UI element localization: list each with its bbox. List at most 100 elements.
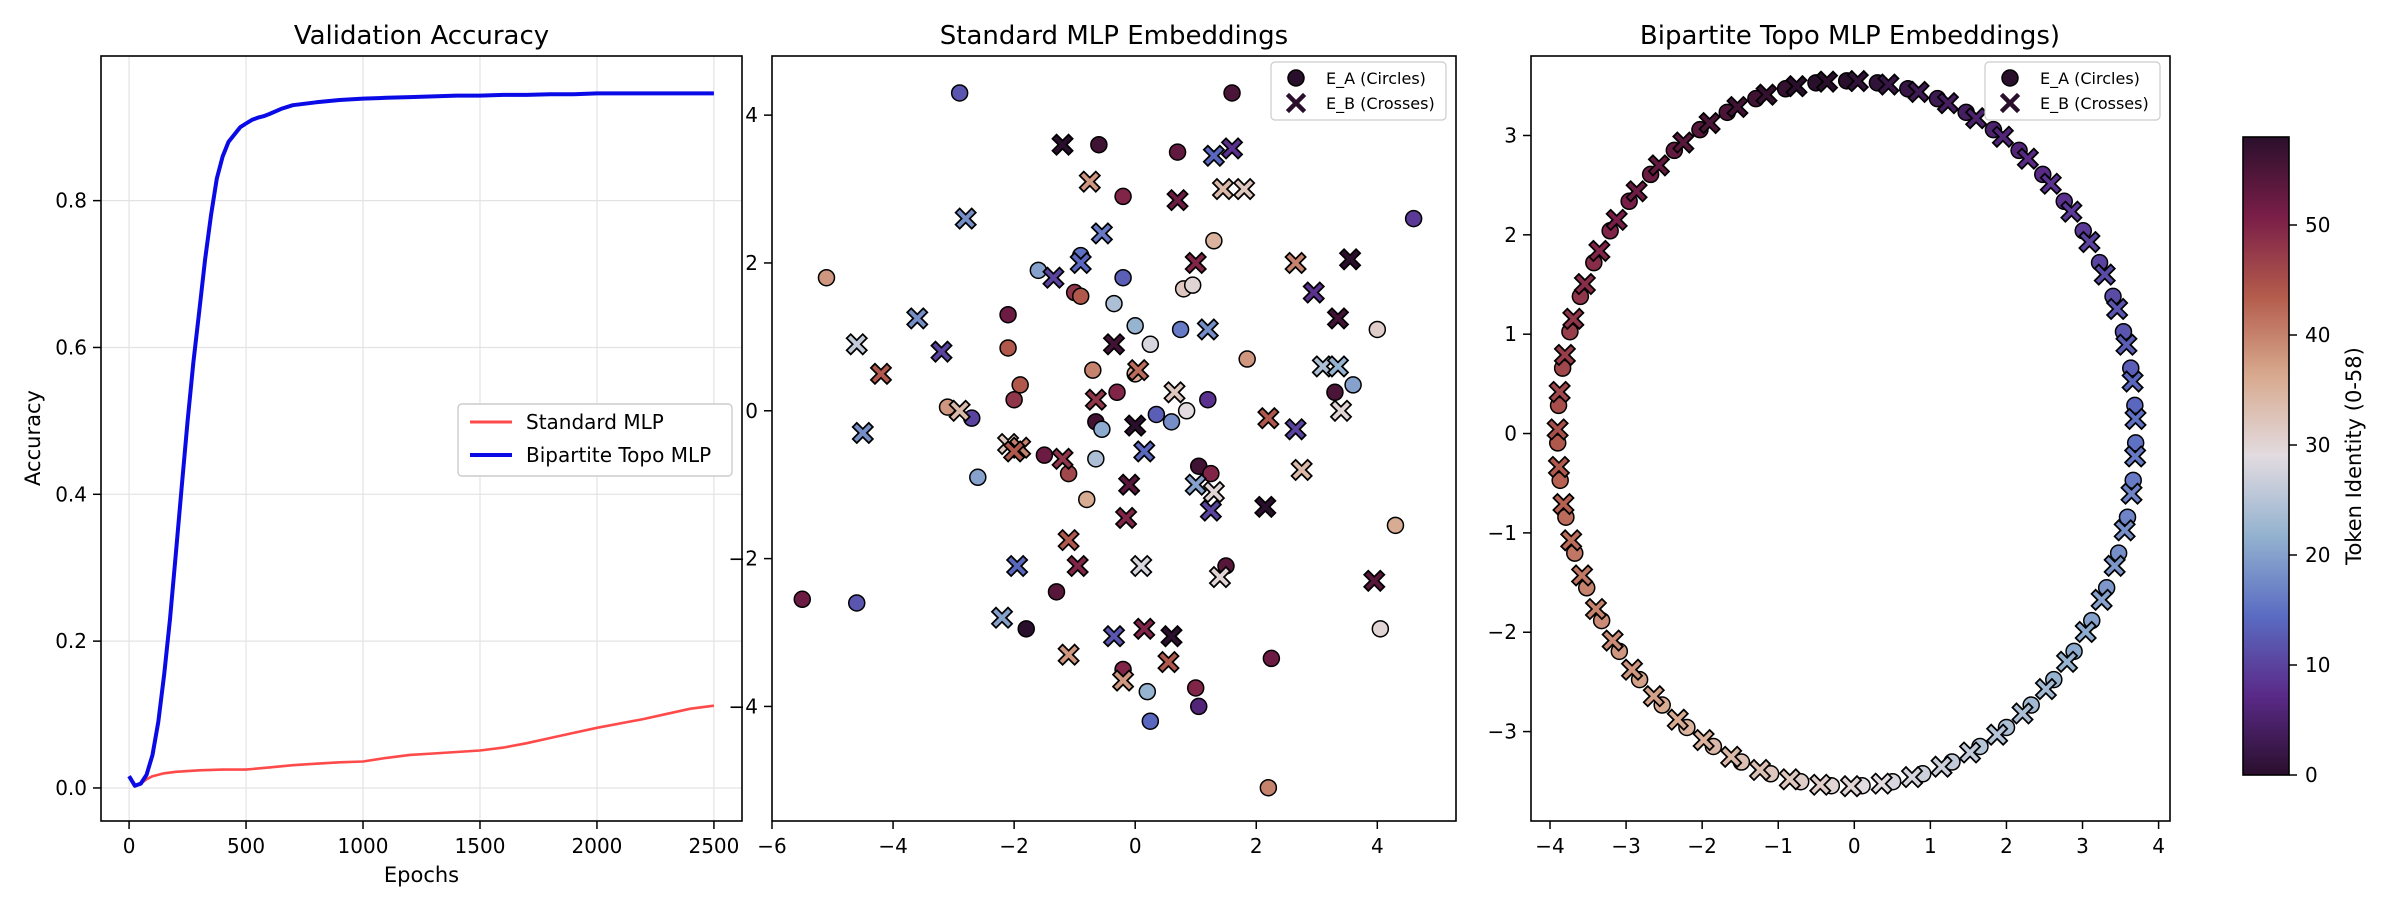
bipartite-embeddings-chart: −4 −3 −2 −1 0 1 2 3 4 −3 −2 −1 0 1 2 3 Bipartite Topo … <box>1488 21 2171 858</box>
embedding-cross-point <box>1005 554 1029 578</box>
embedding-circle-point <box>1087 450 1105 468</box>
embedding-cross-point <box>1785 74 1808 98</box>
y-tick-label: 0.4 <box>55 482 87 506</box>
embedding-cross-point <box>1748 758 1772 782</box>
y-tick-label: 2 <box>745 251 758 275</box>
cross-fill <box>1105 335 1123 354</box>
cross-fill <box>1674 133 1693 152</box>
embedding-circle-point <box>817 268 836 287</box>
embedding-circle-point <box>1093 420 1111 439</box>
cross-fill <box>1093 224 1111 243</box>
cross-fill <box>1554 495 1573 513</box>
embedding-cross-point <box>1329 399 1353 423</box>
x-tick-label: 1000 <box>338 834 389 858</box>
cross-fill <box>1842 777 1860 796</box>
embedding-cross-point <box>1562 307 1585 331</box>
embedding-cross-point <box>1302 281 1326 304</box>
cross-fill <box>1650 156 1668 175</box>
cross-fill <box>1341 250 1359 269</box>
legend-circle-marker <box>2001 69 2019 87</box>
embedding-circle-point <box>1368 320 1387 339</box>
accuracy-x-ticks: 0 500 1000 1500 2000 2500 <box>123 821 739 858</box>
legend-cross-marker <box>1999 92 2021 114</box>
embedding-cross-point <box>2055 650 2079 674</box>
embedding-cross-point <box>2113 519 2136 542</box>
embedding-circle-point <box>1017 620 1035 638</box>
cross-fill <box>1105 627 1123 646</box>
cross-fill <box>1087 390 1105 409</box>
embedding-circle-point <box>1259 778 1278 797</box>
legend-crosses-label: E_B (Crosses) <box>2040 94 2149 114</box>
embedding-circle-point <box>1177 402 1196 420</box>
accuracy-legend: Standard MLP Bipartite Topo MLP <box>457 403 733 477</box>
cross-fill <box>1939 94 1957 113</box>
embedding-cross-point <box>1548 380 1571 404</box>
cross-fill <box>2126 447 2144 466</box>
embedding-circle-point <box>1147 405 1166 424</box>
cross-fill <box>2013 704 2032 723</box>
cross-fill <box>1607 211 1626 229</box>
cross-fill <box>1909 83 1928 101</box>
cross-fill <box>1603 631 1622 650</box>
y-tick-label: 0.8 <box>55 189 87 213</box>
embedding-cross-point <box>2039 172 2063 196</box>
embedding-cross-point <box>1573 272 1597 296</box>
cross-fill <box>1587 600 1605 618</box>
embedding-circle-point <box>1138 682 1157 701</box>
cross-fill <box>1080 172 1099 191</box>
embedding-circle-point <box>1548 434 1567 452</box>
y-tick-label: 0 <box>745 399 758 423</box>
cross-fill <box>1059 645 1078 664</box>
x-tick-label: 500 <box>227 834 265 858</box>
embedding-cross-point <box>948 399 971 423</box>
cross-fill <box>1903 768 1921 786</box>
cross-fill <box>1165 383 1184 402</box>
y-tick-label: 1 <box>1504 322 1517 346</box>
accuracy-title: Validation Accuracy <box>294 21 549 51</box>
cross-fill <box>2123 372 2142 391</box>
embedding-cross-point <box>1202 144 1226 168</box>
cross-fill <box>2092 591 2111 609</box>
cross-fill <box>2019 149 2037 168</box>
cross-fill <box>1259 409 1278 428</box>
cross-fill <box>1329 309 1347 328</box>
embedding-cross-point <box>1311 355 1335 378</box>
cross-fill <box>1365 571 1384 590</box>
cross-fill <box>1286 254 1305 272</box>
embedding-cross-point <box>1208 565 1232 589</box>
cross-fill <box>1623 660 1641 679</box>
embedding-cross-point <box>1220 137 1244 160</box>
embedding-cross-point <box>930 340 953 363</box>
embedding-cross-point <box>1051 133 1074 156</box>
embedding-cross-point <box>2074 620 2097 644</box>
embedding-cross-point <box>1647 154 1671 177</box>
colorbar-bar <box>2242 136 2290 776</box>
embedding-cross-point <box>905 307 929 330</box>
embedding-cross-point <box>1692 728 1715 752</box>
x-tick-label: 0 <box>1129 834 1142 858</box>
embedding-circle-point <box>847 594 866 612</box>
embedding-cross-point <box>1114 506 1138 530</box>
colorbar-tick-label: 40 <box>2305 323 2330 347</box>
embedding-cross-point <box>869 362 893 386</box>
embedding-circle-point <box>1404 209 1423 228</box>
embedding-cross-point <box>1163 381 1186 404</box>
y-tick-label: 4 <box>745 103 758 127</box>
cross-fill <box>1159 653 1178 671</box>
standard-embeddings-x-ticks: −6 −4 −2 0 2 4 <box>757 821 1384 858</box>
cross-fill <box>1198 320 1217 339</box>
cross-fill <box>1562 531 1581 550</box>
x-tick-label: 2500 <box>688 834 739 858</box>
embedding-cross-point <box>1090 222 1114 245</box>
embedding-cross-point <box>2016 147 2040 171</box>
embedding-cross-point <box>1553 343 1577 367</box>
cross-fill <box>2037 680 2055 698</box>
standard-embeddings-legend-box <box>1270 61 1447 121</box>
cross-fill <box>1872 774 1891 793</box>
cross-fill <box>2080 233 2099 251</box>
colorbar-ticks: 0 10 20 30 40 50 <box>2289 213 2330 787</box>
x-tick-label: −2 <box>1687 834 1716 858</box>
embedding-cross-point <box>2124 407 2147 431</box>
embedding-cross-point <box>1672 131 1695 154</box>
legend-circle-marker <box>1287 69 1305 87</box>
